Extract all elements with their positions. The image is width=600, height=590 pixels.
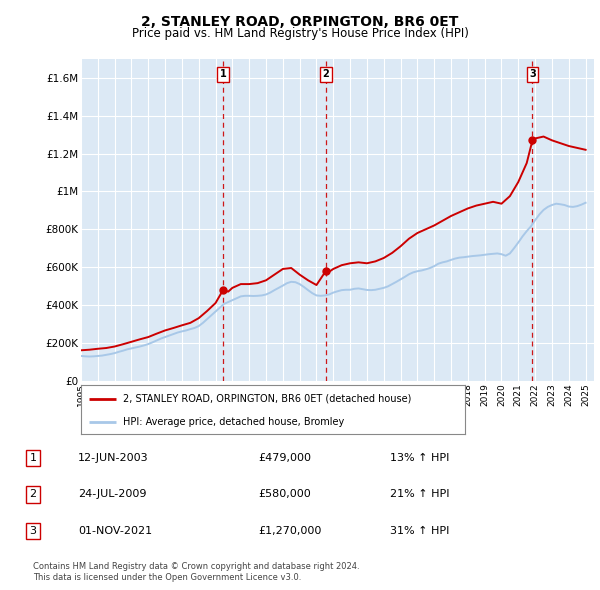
Text: 21% ↑ HPI: 21% ↑ HPI [390, 490, 449, 499]
Text: £1,270,000: £1,270,000 [258, 526, 322, 536]
Text: 2: 2 [323, 69, 329, 79]
Text: 2: 2 [29, 490, 37, 499]
Text: £580,000: £580,000 [258, 490, 311, 499]
Text: 13% ↑ HPI: 13% ↑ HPI [390, 453, 449, 463]
Text: 24-JUL-2009: 24-JUL-2009 [78, 490, 146, 499]
Text: HPI: Average price, detached house, Bromley: HPI: Average price, detached house, Brom… [123, 417, 344, 427]
Text: 01-NOV-2021: 01-NOV-2021 [78, 526, 152, 536]
Text: £479,000: £479,000 [258, 453, 311, 463]
Text: Price paid vs. HM Land Registry's House Price Index (HPI): Price paid vs. HM Land Registry's House … [131, 27, 469, 40]
Text: 3: 3 [29, 526, 37, 536]
Text: This data is licensed under the Open Government Licence v3.0.: This data is licensed under the Open Gov… [33, 573, 301, 582]
Text: 3: 3 [529, 69, 536, 79]
Text: 1: 1 [220, 69, 227, 79]
Text: 2, STANLEY ROAD, ORPINGTON, BR6 0ET (detached house): 2, STANLEY ROAD, ORPINGTON, BR6 0ET (det… [123, 394, 412, 404]
Text: 2, STANLEY ROAD, ORPINGTON, BR6 0ET: 2, STANLEY ROAD, ORPINGTON, BR6 0ET [142, 15, 458, 29]
Text: 31% ↑ HPI: 31% ↑ HPI [390, 526, 449, 536]
Text: 1: 1 [29, 453, 37, 463]
Text: Contains HM Land Registry data © Crown copyright and database right 2024.: Contains HM Land Registry data © Crown c… [33, 562, 359, 571]
Text: 12-JUN-2003: 12-JUN-2003 [78, 453, 149, 463]
